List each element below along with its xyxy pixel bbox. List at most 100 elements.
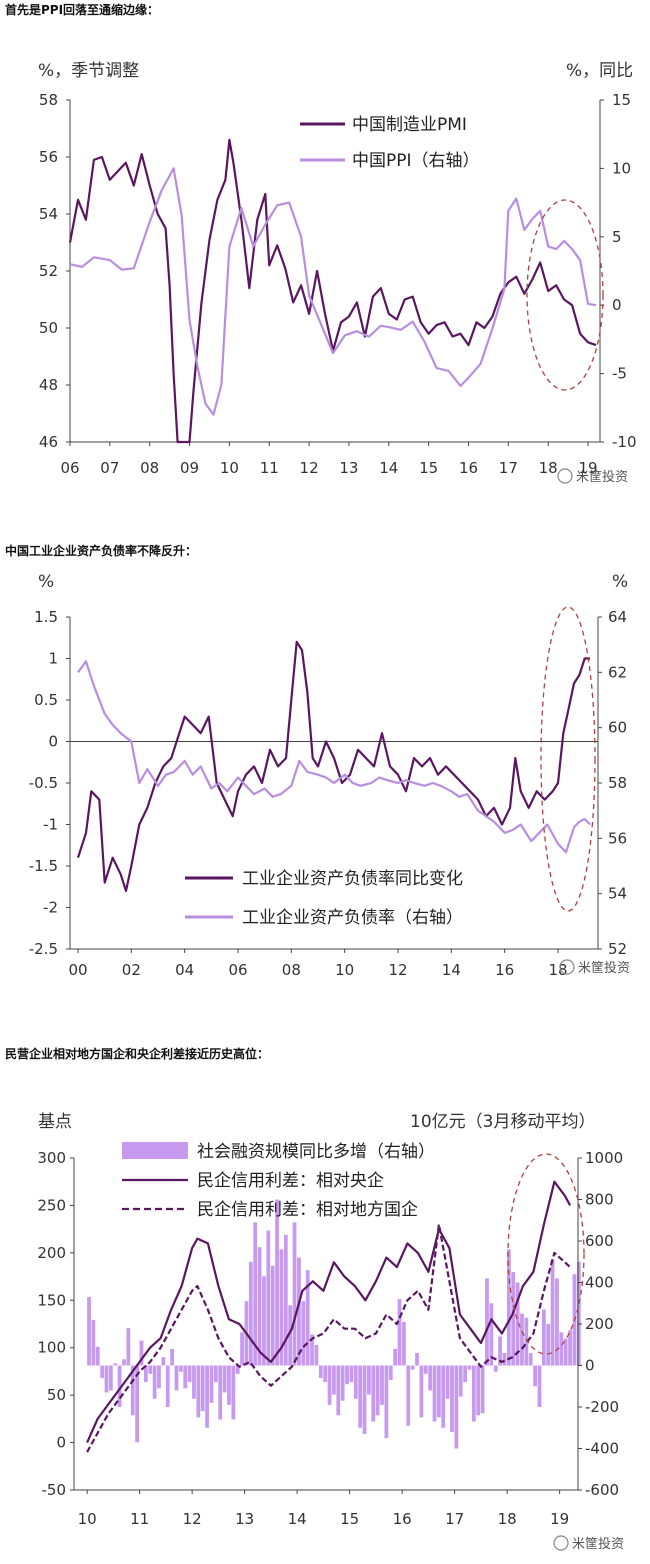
bar-financing xyxy=(332,1365,336,1395)
chart3-legend-bar-swatch xyxy=(122,1142,188,1159)
x-tick-label: 11 xyxy=(260,459,279,477)
bar-financing xyxy=(336,1365,341,1416)
bar-financing xyxy=(139,1340,144,1366)
bar-financing xyxy=(428,1365,433,1391)
bar-financing xyxy=(292,1222,297,1366)
right-tick-label: -400 xyxy=(585,1440,619,1458)
section-heading-spread: 民营企业相对地方国企和央企利差接近历史高位： xyxy=(5,1047,270,1061)
bar-financing xyxy=(533,1365,537,1387)
bar-financing xyxy=(270,1265,275,1366)
bar-financing xyxy=(310,1334,314,1366)
x-tick-label: 12 xyxy=(183,1510,202,1528)
bar-financing xyxy=(485,1278,489,1366)
bar-financing xyxy=(143,1365,148,1383)
bar-financing xyxy=(266,1230,271,1366)
bar-financing xyxy=(358,1365,363,1428)
chart2-left-unit: % xyxy=(38,572,54,592)
bar-financing xyxy=(436,1365,441,1418)
bar-financing xyxy=(476,1365,481,1416)
chart3-legend-local: 民企信用利差：相对地方国企 xyxy=(197,1200,418,1220)
bar-financing xyxy=(104,1365,109,1393)
bar-financing xyxy=(100,1365,105,1378)
x-tick-label: 04 xyxy=(175,961,194,979)
chart3-highlight-oval xyxy=(507,1153,585,1355)
bar-financing xyxy=(178,1365,183,1372)
right-tick-label: 200 xyxy=(585,1315,614,1333)
bar-financing xyxy=(301,1301,306,1366)
chart1-legend-pmi: 中国制造业PMI xyxy=(352,115,467,135)
bar-financing xyxy=(148,1365,153,1374)
bar-financing xyxy=(200,1365,205,1412)
bar-financing xyxy=(406,1365,411,1426)
left-tick-label: 1.5 xyxy=(34,608,58,626)
bar-financing xyxy=(248,1261,253,1366)
bar-financing xyxy=(314,1344,319,1366)
leverage-chart: 1.5 1 0.5 0 -0.5 -1 -1.5 -2 -2.5 64 62 60 58 56 54 52 00… xyxy=(29,572,630,979)
bar-financing xyxy=(454,1365,459,1449)
x-tick-label: 14 xyxy=(379,459,398,477)
left-tick-label: 50 xyxy=(47,1386,66,1404)
left-tick-label: 0 xyxy=(56,1434,66,1452)
right-tick-label: 400 xyxy=(585,1274,614,1292)
bar-financing xyxy=(135,1365,140,1443)
bar-financing xyxy=(362,1365,367,1434)
series-line-0 xyxy=(68,138,597,444)
bar-financing xyxy=(550,1259,555,1366)
bar-financing xyxy=(196,1365,201,1418)
x-tick-label: 09 xyxy=(180,459,199,477)
x-tick-label: 06 xyxy=(228,961,247,979)
x-tick-label: 02 xyxy=(122,961,141,979)
left-tick-label: 54 xyxy=(39,205,58,223)
section-heading-leverage: 中国工业企业资产负债率不降反升： xyxy=(5,544,198,558)
bar-financing xyxy=(498,1336,502,1366)
x-tick-label: 16 xyxy=(393,1510,412,1528)
chart2-lines xyxy=(76,640,591,892)
bar-financing xyxy=(257,1247,262,1366)
bar-financing xyxy=(283,1234,288,1366)
right-tick-label: 0 xyxy=(585,1357,595,1375)
chart1-left-unit: %，季节调整 xyxy=(38,61,139,81)
bar-financing xyxy=(231,1365,236,1420)
left-tick-label: 250 xyxy=(37,1196,66,1214)
bar-financing xyxy=(493,1365,498,1372)
bar-financing xyxy=(563,1338,568,1366)
left-tick-label: -50 xyxy=(42,1481,67,1499)
bar-financing xyxy=(95,1346,100,1366)
x-tick-label: 16 xyxy=(495,961,514,979)
chart1-lines xyxy=(68,138,597,444)
x-tick-label: 14 xyxy=(288,1510,307,1528)
right-tick-label: 1000 xyxy=(585,1149,623,1167)
chart2-legend-change: 工业企业资产负债率同比变化 xyxy=(242,869,463,889)
bar-financing xyxy=(91,1319,96,1366)
bar-financing xyxy=(108,1365,113,1391)
bar-financing xyxy=(555,1278,559,1366)
bar-financing xyxy=(170,1348,174,1366)
right-tick-label: -10 xyxy=(612,433,637,451)
right-tick-label: 52 xyxy=(608,940,627,958)
x-tick-label: 12 xyxy=(388,961,407,979)
right-tick-label: 10 xyxy=(612,159,631,177)
bar-financing xyxy=(445,1365,450,1399)
bar-financing xyxy=(349,1365,354,1383)
bar-financing xyxy=(393,1348,398,1366)
x-tick-label: 15 xyxy=(419,459,438,477)
bar-financing xyxy=(471,1365,476,1422)
bar-financing xyxy=(157,1365,161,1389)
right-tick-label: -5 xyxy=(612,365,627,383)
bar-financing xyxy=(506,1249,511,1366)
left-tick-label: 48 xyxy=(39,376,58,394)
bar-financing xyxy=(367,1365,371,1395)
bar-financing xyxy=(432,1365,437,1422)
bar-financing xyxy=(218,1365,223,1420)
x-tick-label: 18 xyxy=(498,1510,517,1528)
right-tick-label: 64 xyxy=(608,608,627,626)
x-tick-label: 19 xyxy=(550,1510,569,1528)
series-line-1 xyxy=(77,660,591,854)
right-tick-label: -200 xyxy=(585,1398,619,1416)
bar-financing xyxy=(187,1365,192,1383)
right-tick-label: 800 xyxy=(585,1191,614,1209)
bar-financing xyxy=(327,1365,332,1405)
x-tick-label: 17 xyxy=(499,459,518,477)
bar-financing xyxy=(183,1365,188,1389)
